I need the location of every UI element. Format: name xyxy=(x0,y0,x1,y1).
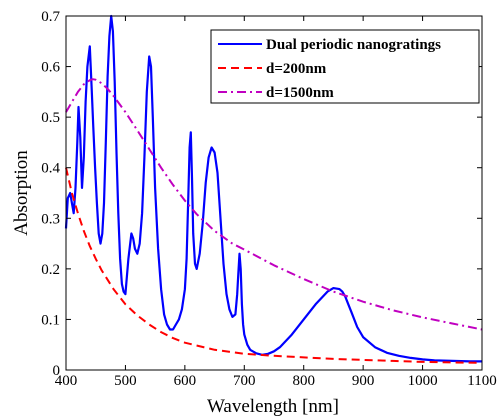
y-tick-label: 0.3 xyxy=(41,211,60,227)
x-tick-label: 900 xyxy=(352,373,375,389)
x-tick-label: 600 xyxy=(174,373,197,389)
series-line-0 xyxy=(64,14,482,363)
series-layer xyxy=(64,14,483,364)
x-tick-label: 1000 xyxy=(408,373,438,389)
x-tick-label: 800 xyxy=(292,373,315,389)
x-tick-label: 500 xyxy=(114,373,137,389)
axes-layer: 400 500 600 700 800 900 1000 1100 0 0.1 0.2 0.3 0.4 0… xyxy=(41,9,496,389)
legend-label-2: d=1500nm xyxy=(266,85,334,101)
legend-box xyxy=(210,29,480,104)
x-tick-label: 700 xyxy=(233,373,256,389)
y-tick-label: 0.4 xyxy=(41,161,60,177)
y-tick-label: 0.1 xyxy=(41,312,60,328)
y-tick-label: 0.2 xyxy=(41,262,60,278)
legend-label-1: d=200nm xyxy=(266,61,327,77)
y-tick-label: 0.7 xyxy=(41,9,60,25)
series-line-2 xyxy=(65,78,483,331)
y-tick-label: 0.5 xyxy=(41,110,60,126)
legend-label-0: Dual periodic nanogratings xyxy=(266,37,441,53)
series-line-1 xyxy=(65,167,483,364)
x-axis-title: Wavelength [nm] xyxy=(207,396,339,417)
x-tick-label: 400 xyxy=(55,373,78,389)
legend: Dual periodic nanogratings d=200nm d=1500n… xyxy=(210,29,480,104)
x-tick-label: 1100 xyxy=(467,373,496,389)
plot-frame xyxy=(65,15,483,371)
y-tick-label: 0.6 xyxy=(41,60,60,76)
y-axis-title: Absorption xyxy=(11,150,32,236)
y-tick-label: 0 xyxy=(53,363,61,379)
